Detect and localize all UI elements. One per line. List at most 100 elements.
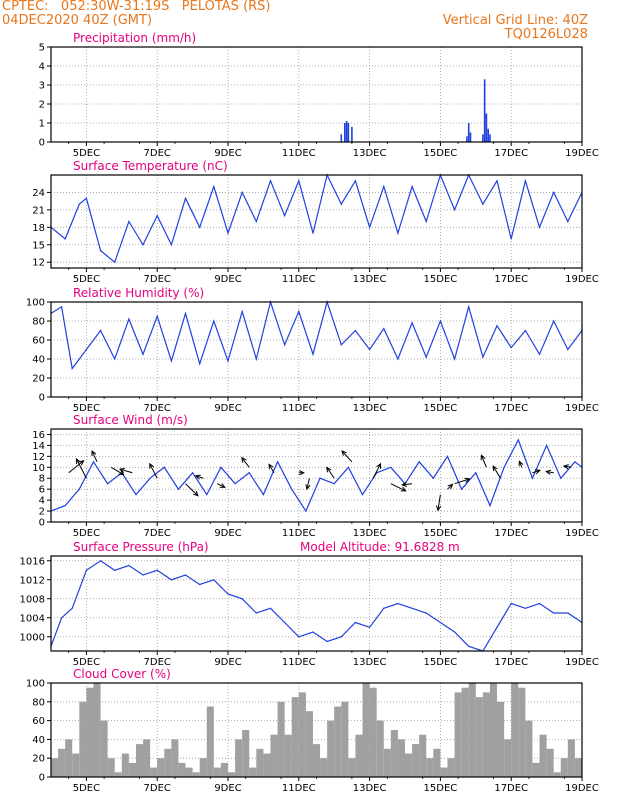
wind-arrow bbox=[185, 483, 199, 497]
data-point bbox=[142, 244, 144, 246]
cloud-bar bbox=[86, 687, 94, 777]
cloud-bar bbox=[270, 734, 278, 777]
data-point bbox=[206, 494, 208, 496]
cloud-bar bbox=[560, 758, 568, 777]
y-tick-label: 1000 bbox=[20, 632, 45, 643]
cloud-bar bbox=[65, 739, 73, 777]
precip-bar bbox=[340, 134, 343, 142]
data-point bbox=[503, 466, 505, 468]
data-point bbox=[439, 320, 441, 322]
precip-bar bbox=[467, 123, 470, 142]
data-point bbox=[142, 353, 144, 355]
cloud-bar bbox=[256, 748, 264, 777]
cloud-bar bbox=[228, 772, 236, 777]
data-point bbox=[553, 320, 555, 322]
wind-arrow-head bbox=[400, 486, 407, 492]
cloud-bar bbox=[312, 744, 321, 777]
cloud-bar bbox=[525, 720, 533, 777]
cloud-bar bbox=[461, 687, 469, 777]
x-tick-label: 5DEC bbox=[73, 274, 100, 285]
cloud-bar bbox=[164, 748, 172, 777]
data-point bbox=[128, 564, 130, 567]
panel-title-5: Surface Pressure (hPa) bbox=[73, 540, 209, 554]
cloud-bar bbox=[376, 720, 384, 777]
y-tick-label: 12 bbox=[32, 452, 45, 463]
data-point bbox=[184, 574, 187, 576]
cloud-bar bbox=[504, 739, 512, 777]
cloud-bar bbox=[93, 683, 101, 777]
data-point bbox=[453, 209, 456, 211]
data-point bbox=[369, 348, 371, 351]
wind-arrow bbox=[119, 468, 133, 474]
data-point bbox=[468, 306, 470, 308]
y-tick-label: 80 bbox=[32, 317, 45, 328]
wind-arrow-head bbox=[435, 505, 442, 512]
data-point bbox=[284, 215, 286, 217]
data-point bbox=[383, 328, 385, 330]
data-point bbox=[333, 483, 335, 485]
data-point bbox=[170, 244, 172, 246]
data-point bbox=[546, 444, 548, 447]
data-point bbox=[220, 466, 222, 468]
precip-bar bbox=[466, 136, 468, 142]
wind-arrow-head bbox=[376, 462, 382, 469]
x-tick-label: 13DEC bbox=[353, 148, 387, 159]
x-tick-label: 9DEC bbox=[214, 657, 241, 668]
cloud-bar bbox=[305, 711, 313, 777]
x-tick-label: 7DEC bbox=[144, 657, 171, 668]
data-point bbox=[340, 203, 342, 205]
y-tick-label: 24 bbox=[32, 188, 45, 199]
y-tick-label: 4 bbox=[39, 62, 45, 73]
cloud-bar bbox=[440, 767, 448, 777]
y-tick-label: 100 bbox=[26, 679, 45, 690]
data-point bbox=[482, 203, 484, 205]
x-tick-label: 13DEC bbox=[353, 403, 387, 414]
x-tick-label: 11DEC bbox=[282, 403, 316, 414]
data-point bbox=[489, 504, 491, 507]
cloud-bar bbox=[574, 758, 582, 777]
data-point bbox=[192, 472, 194, 474]
data-point bbox=[567, 348, 569, 351]
cloud-bar bbox=[468, 683, 476, 777]
x-tick-label: 13DEC bbox=[353, 657, 387, 668]
y-tick-label: 2 bbox=[39, 507, 45, 518]
cloud-bar bbox=[334, 706, 342, 777]
cloud-bar bbox=[235, 739, 243, 777]
panel-frame-4 bbox=[50, 428, 583, 523]
data-point bbox=[354, 180, 357, 182]
cloud-bar bbox=[114, 772, 122, 777]
x-tick-label: 7DEC bbox=[144, 528, 171, 539]
wind-arrow-head bbox=[268, 463, 274, 470]
panel-annotation: Model Altitude: 91.6828 m bbox=[300, 540, 460, 554]
cloud-bar bbox=[362, 683, 370, 777]
cloud-bar bbox=[79, 701, 87, 777]
data-point bbox=[114, 358, 116, 360]
data-point bbox=[397, 232, 399, 234]
cloud-bar bbox=[426, 758, 434, 777]
x-tick-label: 19DEC bbox=[565, 274, 599, 285]
series-line-3 bbox=[50, 299, 583, 370]
wind-arrow bbox=[447, 484, 453, 490]
wind-arrow-head bbox=[149, 462, 155, 469]
y-tick-label: 40 bbox=[32, 735, 45, 746]
cloud-bar bbox=[192, 772, 200, 777]
wind-arrow bbox=[326, 467, 335, 479]
x-tick-label: 13DEC bbox=[353, 783, 387, 794]
data-point bbox=[227, 360, 229, 362]
cloud-bar bbox=[51, 758, 59, 777]
x-tick-label: 13DEC bbox=[353, 274, 387, 285]
x-tick-label: 7DEC bbox=[144, 148, 171, 159]
data-point bbox=[114, 261, 116, 263]
cloud-bar bbox=[369, 687, 377, 777]
data-point bbox=[114, 569, 116, 571]
data-point bbox=[241, 191, 243, 194]
x-tick-label: 15DEC bbox=[424, 403, 458, 414]
cloud-bar bbox=[206, 706, 214, 777]
cloud-bar bbox=[213, 767, 221, 777]
data-point bbox=[482, 356, 484, 358]
header-station: CPTEC: 052:30W-31:19S PELOTAS (RS) bbox=[2, 0, 271, 14]
x-tick-label: 7DEC bbox=[144, 783, 171, 794]
wind-arrow bbox=[402, 483, 413, 486]
data-point bbox=[524, 329, 526, 332]
precip-bar bbox=[347, 123, 350, 142]
